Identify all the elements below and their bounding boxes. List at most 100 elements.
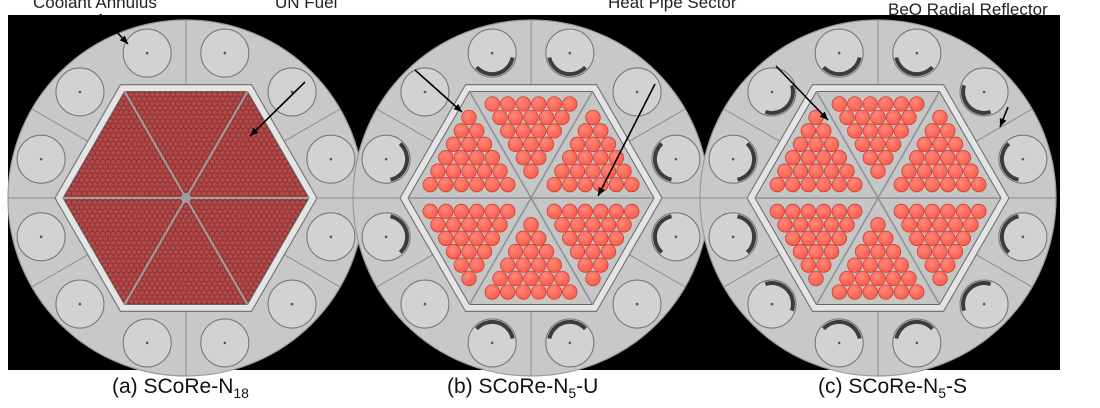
heat-pipe-arc [961,281,992,312]
fuel-pin [110,150,116,156]
fuel-pin [209,294,215,300]
fuel-pin [274,182,280,187]
fuel-pin [585,136,601,152]
fuel-pin [243,164,249,169]
fuel-pin [204,123,210,129]
fuel-pin [165,290,171,295]
fuel-pin [238,173,243,178]
fuel-pin [175,101,181,106]
fuel-pin [955,203,971,220]
fuel-pin [225,114,230,120]
fuel-pin [77,200,82,205]
fuel-pin [116,141,121,147]
fuel-pin [256,114,262,120]
fuel-pin [157,249,163,255]
fuel-pin [266,141,272,147]
fuel-pin [152,114,158,120]
fuel-pin [170,263,176,268]
fuel-pin [142,132,147,138]
fuel-pin [235,231,241,237]
fuel-pin [121,186,126,192]
fuel-pin [126,159,132,165]
fuel-pin [165,92,171,97]
fuel-pin [277,186,282,192]
fuel-pin [108,263,113,268]
fuel-pin [240,186,246,192]
fuel-pin [168,159,173,165]
fuel-pin [186,299,191,304]
fuel-pin [207,254,212,259]
fuel-pin [212,137,217,142]
fuel-pin [585,270,601,287]
fuel-pin [162,186,168,192]
fuel-pin [220,123,225,129]
fuel-pin [808,136,824,152]
fuel-pin [235,132,241,138]
fuel-pin [199,96,204,102]
fuel-pin [77,218,82,223]
fuel-pin [108,173,113,178]
fuel-pin [196,200,202,205]
fuel-pin [253,155,259,160]
fuel-pin [878,123,894,139]
fuel-pin [196,254,202,259]
fuel-pin [155,290,160,295]
fuel-pin [261,231,267,237]
fuel-pin [862,96,878,112]
fuel-pin [204,186,210,192]
fuel-pin [207,128,212,133]
fuel-pin [214,177,220,183]
fuel-pin [955,176,971,193]
fuel-pin [92,236,98,241]
fuel-pin [287,168,293,174]
fuel-pin [175,146,181,151]
fuel-pin [191,119,197,124]
fuel-pin [103,236,108,241]
fuel-pin [170,101,176,106]
fuel-pin [147,231,152,237]
fuel-pin [196,110,202,115]
fuel-pin [932,109,948,126]
fuel-pin [142,114,147,120]
fuel-pin [279,236,285,241]
fuel-pin [196,209,202,214]
fuel-pin [201,236,207,241]
fuel-pin [201,119,207,124]
fuel-pin [212,119,217,124]
fuel-pin [116,231,121,237]
fuel-pin [777,163,793,179]
fuel-pin [212,128,217,133]
fuel-pin [194,96,199,102]
fuel-pin [126,132,132,138]
fuel-pin [272,159,277,165]
fuel-pin [253,173,259,178]
fuel-pin [173,123,178,129]
fuel-pin [251,177,256,183]
fuel-pin [924,203,940,220]
fuel-pin [84,168,90,174]
fuel-pin [129,254,134,259]
fuel-pin [839,270,855,287]
fuel-pin [924,176,940,193]
fuel-pin [279,200,285,205]
fuel-pin [816,257,832,273]
fuel-pin [214,285,220,291]
fuel-pin [168,105,173,111]
fuel-pin [209,222,215,228]
fuel-pin [186,290,191,295]
fuel-pin [136,222,142,228]
fuel-pin [201,173,207,178]
fuel-pin [274,191,280,196]
fuel-pin [186,137,191,142]
fuel-pin [264,263,269,268]
fuel-pin [152,285,158,291]
fuel-pin [246,204,251,210]
fuel-pin [95,249,100,255]
fuel-pin [108,128,113,133]
fuel-pin [147,105,152,111]
fuel-pin [121,123,126,129]
fuel-pin [165,155,171,160]
fuel-pin [585,217,601,233]
fuel-pin [217,164,223,169]
fuel-pin [220,168,225,174]
